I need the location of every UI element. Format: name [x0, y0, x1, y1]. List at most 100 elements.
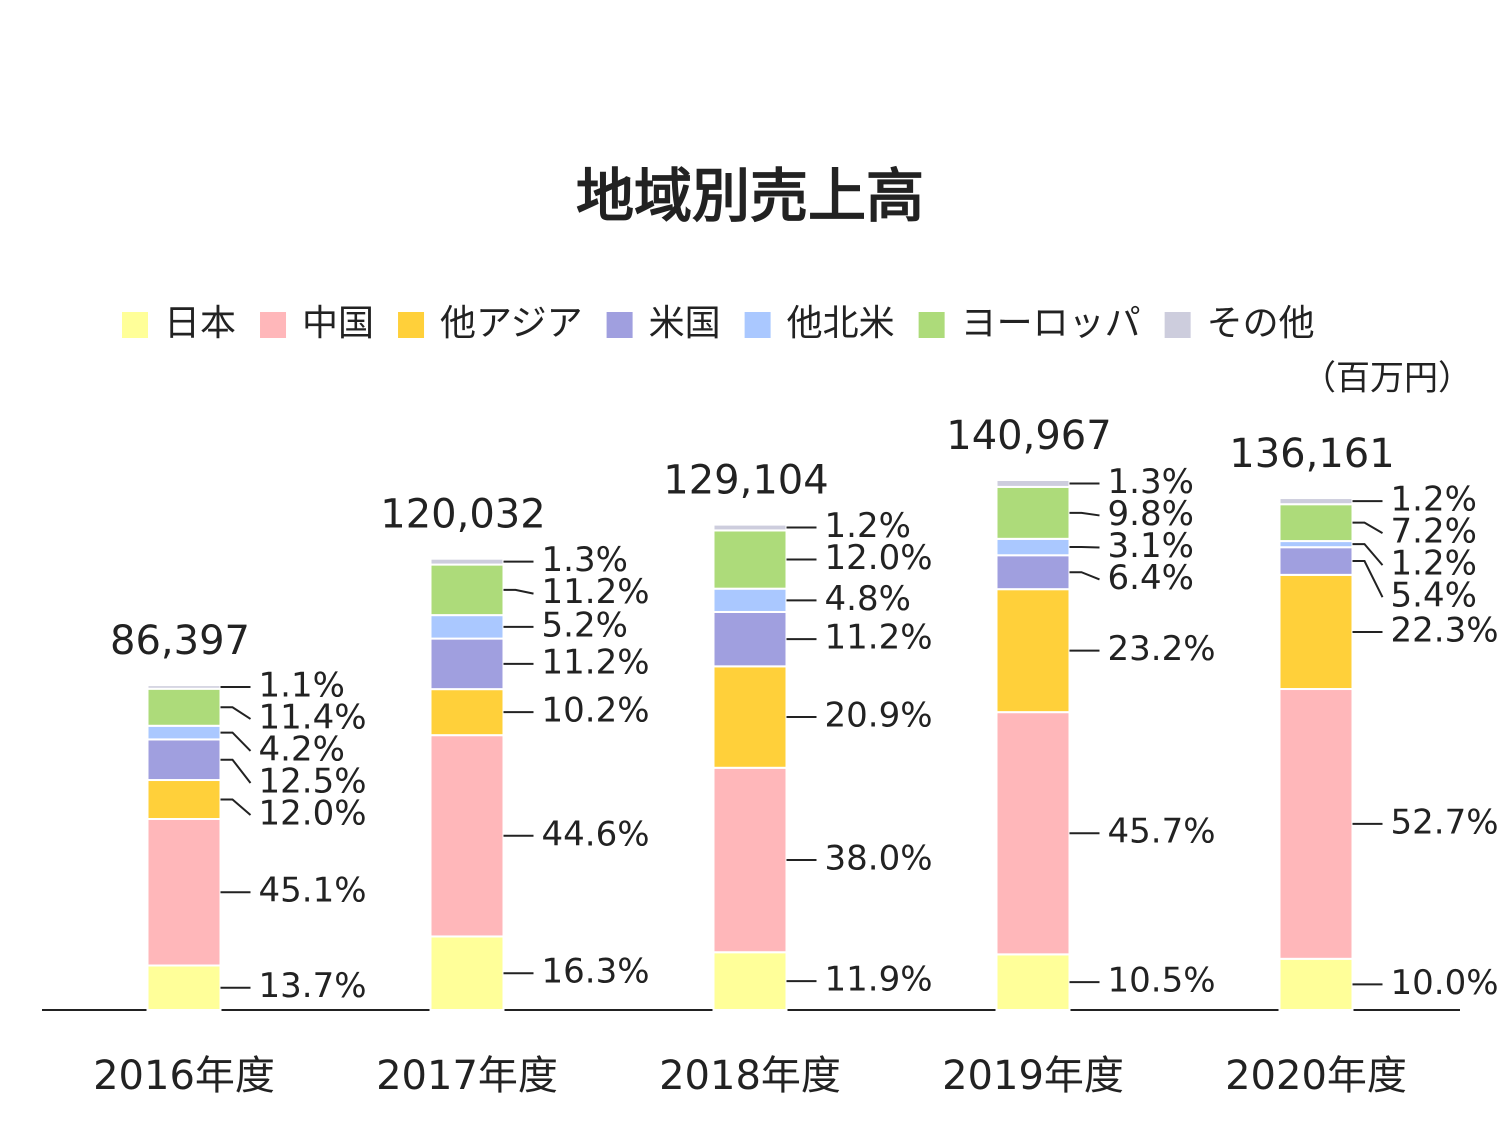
bar-segment [146, 817, 222, 967]
bar-segment [995, 711, 1071, 956]
value-label: 4.2% [259, 729, 345, 769]
value-label: 1.2% [1391, 544, 1477, 584]
value-label: 1.3% [542, 540, 628, 580]
bar-segment [429, 734, 505, 938]
bar-segment [1278, 503, 1354, 543]
bar-segment [712, 523, 788, 532]
leader-line [1069, 511, 1100, 517]
legend-swatch [744, 312, 771, 338]
value-label: 45.1% [259, 871, 367, 911]
value-label: 11.2% [542, 572, 650, 612]
bar-segment [429, 935, 505, 1011]
x-tick-label: 2020年度 [1225, 1053, 1407, 1099]
legend-label: 日本 [164, 303, 236, 344]
bar-segment [429, 557, 505, 566]
bar-segment [146, 964, 222, 1011]
legend-swatch [260, 312, 287, 338]
value-label: 6.4% [1108, 558, 1194, 598]
value-label: 16.3% [542, 952, 650, 992]
value-label: 7.2% [1391, 512, 1477, 552]
legend-swatch [606, 312, 633, 338]
value-label: 10.5% [1108, 961, 1216, 1001]
leader-line [1352, 560, 1384, 598]
value-label: 12.0% [259, 793, 367, 833]
bar-segment [146, 684, 222, 690]
leader-line [220, 731, 252, 752]
value-label: 22.3% [1391, 610, 1499, 650]
total-label: 86,397 [110, 618, 250, 664]
value-label: 3.1% [1108, 526, 1194, 566]
bar-segment [995, 537, 1071, 557]
bar-segment [1278, 957, 1354, 1012]
legend-label: 米国 [649, 303, 721, 344]
value-label: 11.2% [542, 642, 650, 682]
value-label: 12.0% [825, 538, 933, 578]
leader-line [1352, 543, 1384, 566]
value-label: 11.2% [825, 618, 933, 658]
bar-segment [712, 610, 788, 668]
bar-segment [146, 724, 222, 741]
legend-label: 中国 [302, 303, 374, 344]
bar-segment [146, 687, 222, 727]
x-tick-label: 2017年度 [376, 1053, 558, 1099]
bar-segment [146, 779, 222, 820]
total-label: 129,104 [663, 458, 828, 504]
total-label: 120,032 [380, 492, 545, 538]
bar-segment [429, 688, 505, 737]
value-label: 9.8% [1108, 494, 1194, 534]
legend-label: 他北米 [787, 303, 895, 344]
leader-line [503, 588, 534, 595]
unit-note: （百万円） [1302, 359, 1472, 399]
value-label: 1.1% [259, 665, 345, 705]
x-tick-label: 2018年度 [659, 1053, 841, 1099]
bar-segment [429, 637, 505, 691]
legend-swatch [1164, 312, 1191, 338]
leader-line [1352, 521, 1384, 535]
x-tick-label: 2016年度 [93, 1053, 275, 1099]
total-label: 136,161 [1229, 431, 1394, 477]
bar-segment [1278, 497, 1354, 506]
leader-line [1069, 571, 1100, 581]
chart-title: 地域別売上高 [576, 162, 924, 230]
bar-segment [1278, 546, 1354, 576]
total-label: 140,967 [946, 413, 1111, 459]
value-label: 10.2% [542, 691, 650, 731]
bar-segment [429, 563, 505, 617]
value-label: 1.2% [825, 506, 911, 546]
value-label: 11.4% [259, 697, 367, 737]
bar-segment [712, 766, 788, 954]
value-label: 11.9% [825, 960, 933, 1000]
value-label: 5.2% [542, 605, 628, 645]
value-label: 5.4% [1391, 576, 1477, 616]
value-label: 20.9% [825, 696, 933, 736]
bar-segment [712, 529, 788, 590]
legend-swatch [122, 312, 148, 338]
x-tick-label: 2019年度 [942, 1053, 1124, 1099]
leader-line [220, 758, 252, 784]
bar-segment [429, 614, 505, 640]
bar-segment [712, 587, 788, 613]
bar-segment [712, 951, 788, 1011]
value-label: 1.3% [1108, 462, 1194, 502]
value-label: 4.8% [825, 579, 911, 619]
legend-label: ヨーロッパ [961, 303, 1141, 344]
bar-segment [995, 479, 1071, 488]
bar-segment [995, 953, 1071, 1011]
legend-label: 他アジア [440, 303, 583, 344]
bar-segment [146, 738, 222, 782]
leader-line [220, 706, 252, 720]
value-label: 13.7% [259, 966, 367, 1006]
bar-segment [712, 665, 788, 769]
value-label: 12.5% [259, 761, 367, 801]
value-label: 45.7% [1108, 812, 1216, 852]
bar-segment [995, 485, 1071, 540]
bar-segment [1278, 573, 1354, 691]
legend-swatch [398, 312, 425, 338]
bar-segment [1278, 688, 1354, 960]
value-label: 10.0% [1391, 963, 1499, 1003]
value-label: 52.7% [1391, 802, 1499, 842]
value-label: 1.2% [1391, 480, 1477, 520]
legend-swatch [918, 312, 945, 338]
legend-label: その他 [1207, 303, 1315, 344]
